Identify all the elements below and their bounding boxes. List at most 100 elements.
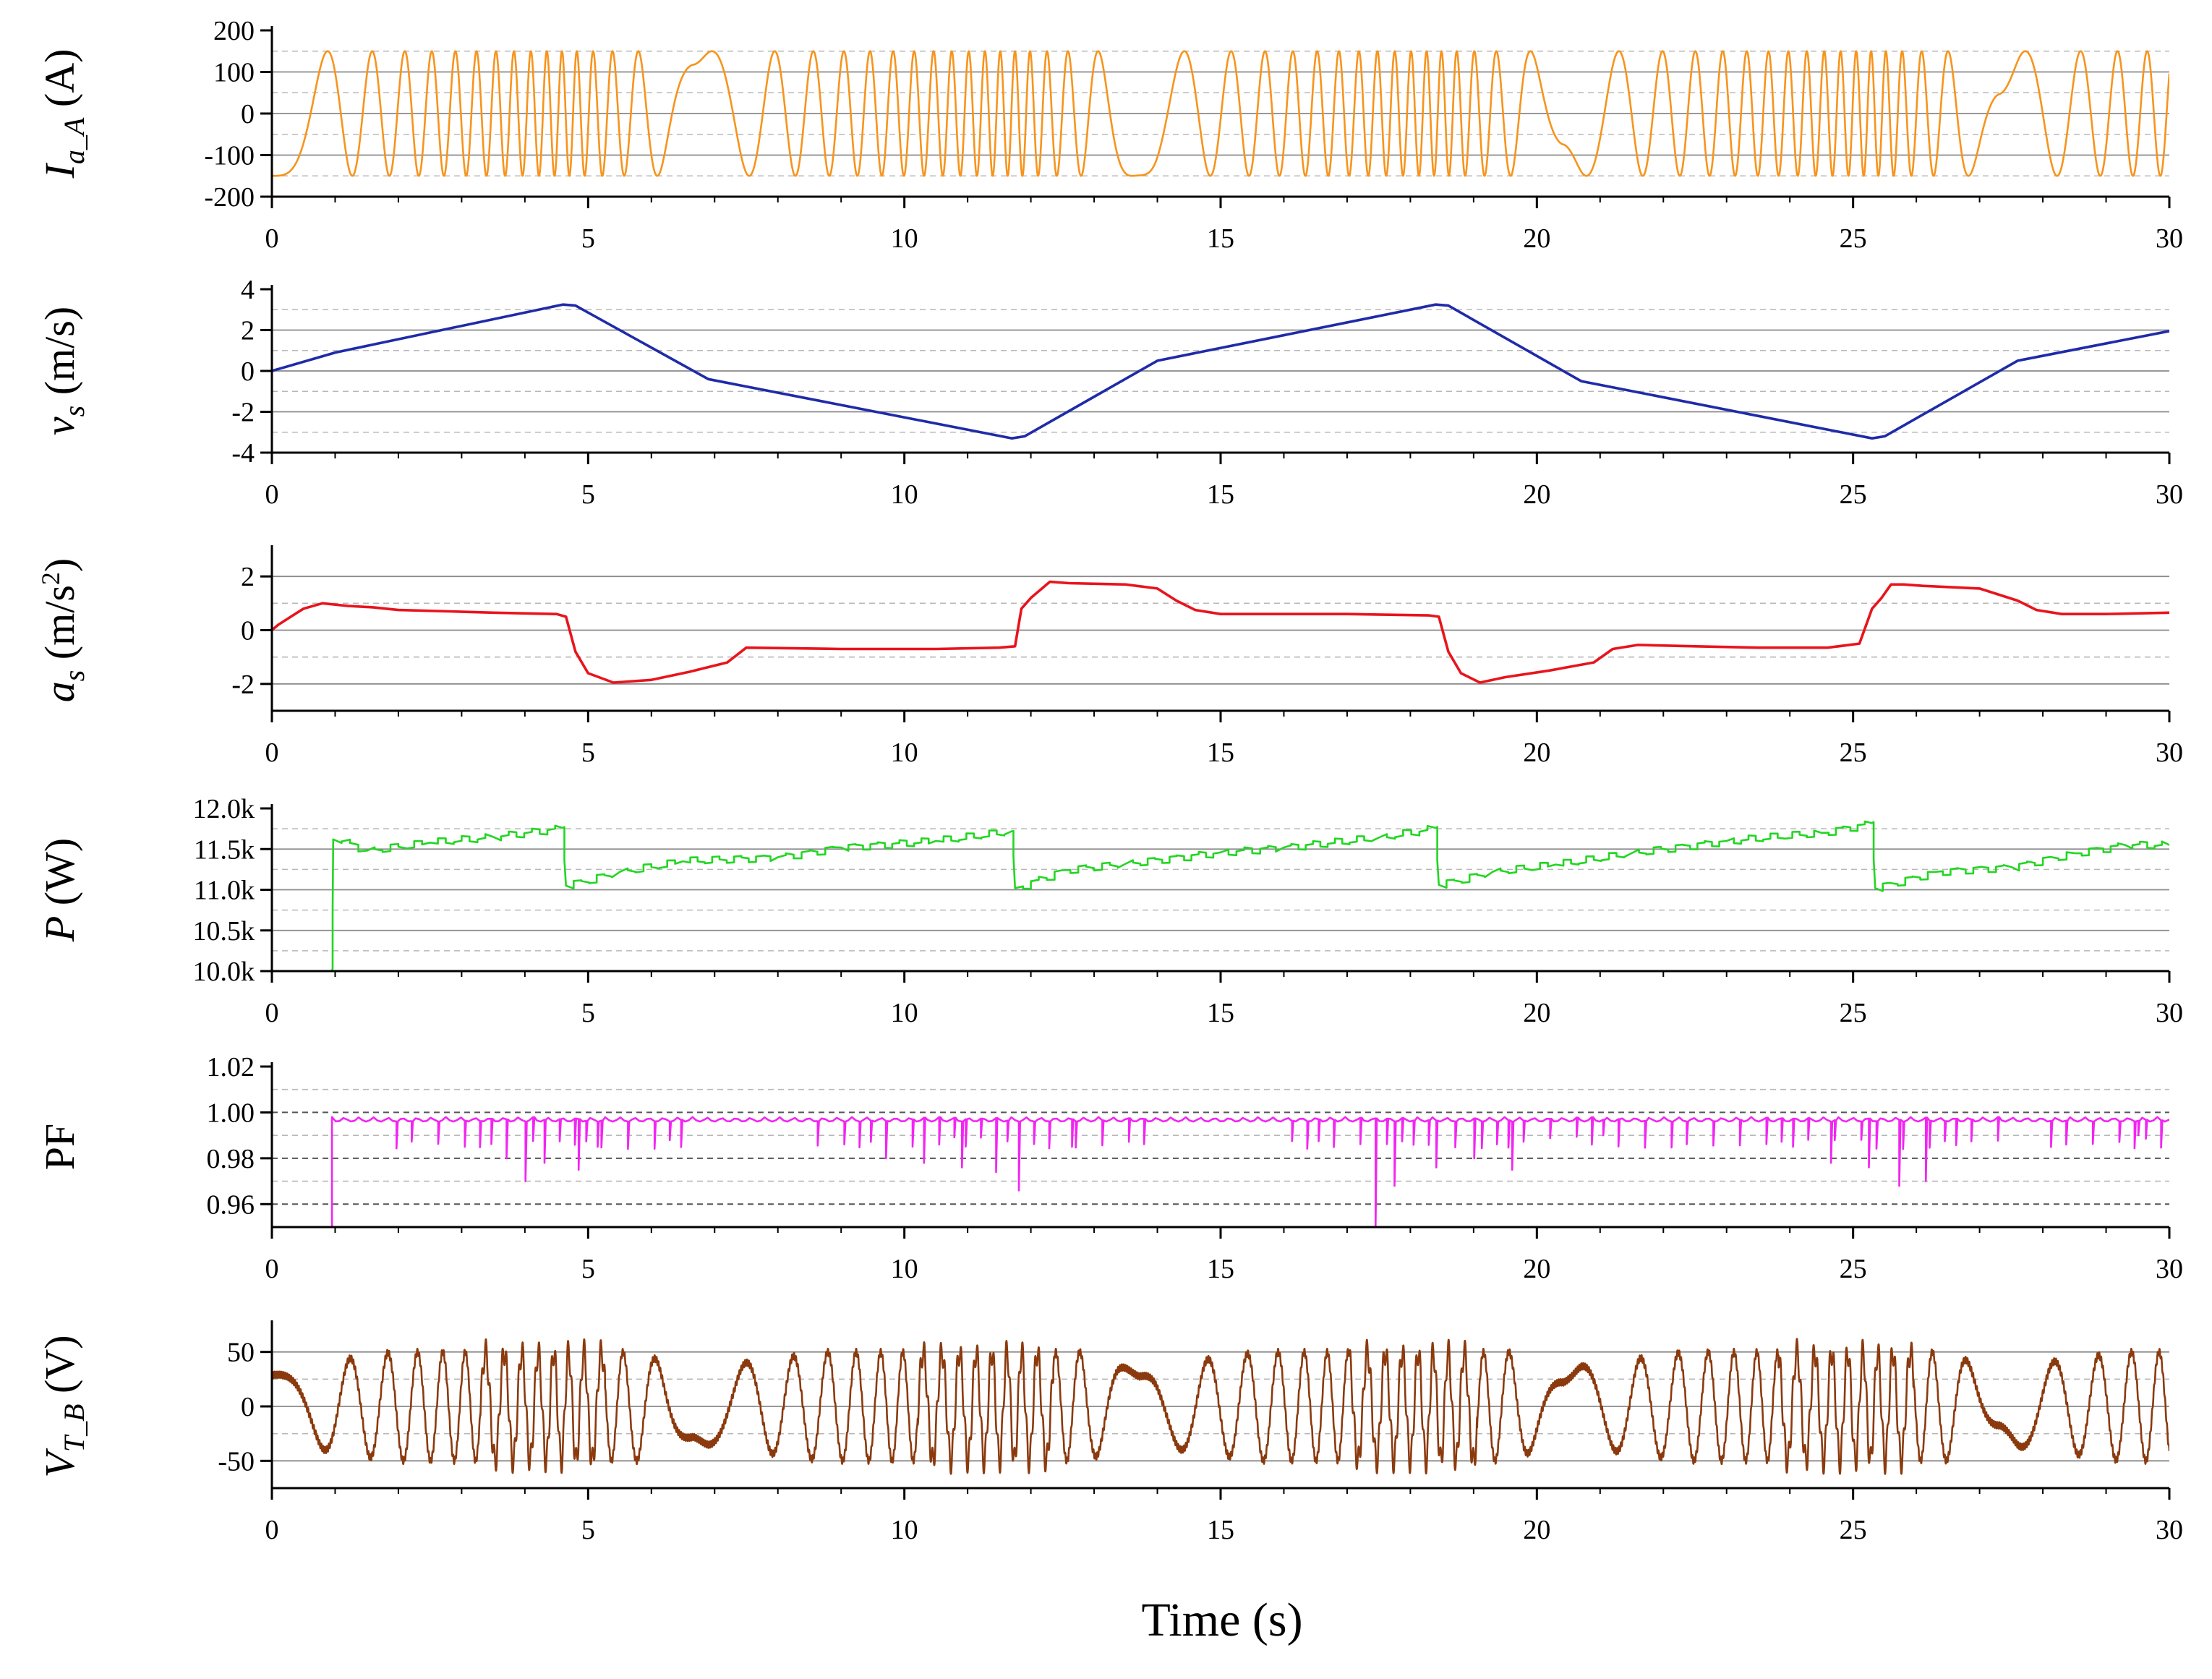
y-label-symbol: P bbox=[36, 916, 83, 942]
x-tick-label: 10 bbox=[891, 1515, 918, 1545]
x-tick-label: 15 bbox=[1207, 998, 1234, 1028]
y-axis-label-vs: vs (m/s) bbox=[36, 307, 90, 435]
y-axis-label-vt: VT_B (V) bbox=[36, 1335, 90, 1477]
y-tick-label: -200 bbox=[204, 182, 255, 213]
x-tick-label: 10 bbox=[891, 223, 918, 254]
x-tick-label: 30 bbox=[2156, 479, 2183, 510]
x-tick-label: 25 bbox=[1840, 1515, 1867, 1545]
series-line-ia bbox=[272, 50, 2169, 177]
x-tick-label: 30 bbox=[2156, 223, 2183, 254]
series-line-pf bbox=[330, 1116, 2169, 1229]
panel-pf: 1.02 1.00 0.98 0.96 0 5 10 15 20 25 30 PF bbox=[36, 1052, 2183, 1284]
series-line-vs bbox=[272, 303, 2169, 440]
y-tick-label: 12.0k bbox=[193, 794, 255, 824]
y-label-unit: (m/s bbox=[36, 585, 83, 670]
series-line-as bbox=[272, 580, 2169, 684]
series-line-vt bbox=[272, 1338, 2169, 1475]
y-tick-label: 10.0k bbox=[193, 957, 255, 987]
x-tick-label: 15 bbox=[1207, 479, 1234, 510]
x-tick-label: 25 bbox=[1840, 998, 1867, 1028]
y-label-close: ) bbox=[36, 558, 83, 572]
y-tick-label: 0.96 bbox=[207, 1189, 255, 1220]
y-label-subscript: T_B bbox=[58, 1404, 90, 1452]
x-tick-label: 15 bbox=[1207, 738, 1234, 768]
x-tick-label: 20 bbox=[1523, 223, 1550, 254]
x-tick-label: 5 bbox=[581, 1254, 595, 1284]
y-tick-label: 4 bbox=[241, 275, 255, 305]
y-tick-label: 0.98 bbox=[207, 1144, 255, 1174]
y-tick-label: 2 bbox=[241, 562, 255, 592]
panel-vt: 50 0 -50 0 5 10 15 20 25 30 VT_B (V) bbox=[36, 1320, 2183, 1545]
x-axis-label: Time (s) bbox=[1141, 1594, 1302, 1646]
y-label-unit: (V) bbox=[36, 1335, 83, 1404]
x-tick-label: 0 bbox=[265, 998, 279, 1028]
x-tick-label: 20 bbox=[1523, 998, 1550, 1028]
y-label-symbol: V bbox=[36, 1448, 83, 1478]
y-tick-label: 0 bbox=[241, 356, 255, 387]
y-tick-label: 2 bbox=[241, 316, 255, 346]
y-tick-label: 50 bbox=[227, 1338, 255, 1368]
x-tick-label: 5 bbox=[581, 479, 595, 510]
y-tick-label: 0 bbox=[241, 616, 255, 646]
y-tick-label: 10.5k bbox=[193, 916, 255, 947]
x-tick-label: 0 bbox=[265, 738, 279, 768]
x-tick-label: 30 bbox=[2156, 1254, 2183, 1284]
x-tick-label: 25 bbox=[1840, 479, 1867, 510]
y-label-unit: (A) bbox=[36, 49, 83, 118]
x-tick-label: 10 bbox=[891, 479, 918, 510]
y-tick-label: 11.5k bbox=[194, 834, 255, 865]
x-tick-label: 5 bbox=[581, 223, 595, 254]
y-tick-label: -50 bbox=[218, 1446, 255, 1477]
y-label-symbol: a bbox=[36, 681, 83, 702]
y-axis-label-ia: Ia_A (A) bbox=[36, 49, 90, 179]
y-tick-label: 11.0k bbox=[194, 876, 255, 906]
series-line-p bbox=[330, 820, 2169, 972]
y-label-superscript: 2 bbox=[36, 572, 65, 585]
y-tick-label: 0 bbox=[241, 1392, 255, 1422]
x-tick-label: 15 bbox=[1207, 1515, 1234, 1545]
y-label-symbol: I bbox=[36, 162, 83, 179]
y-label-subscript: s bbox=[58, 670, 90, 682]
y-axis-label-as: as (m/s2) bbox=[36, 558, 90, 703]
x-tick-label: 20 bbox=[1523, 1254, 1550, 1284]
y-label-subscript: a_A bbox=[58, 117, 90, 164]
y-tick-label: 0 bbox=[241, 99, 255, 129]
y-label-unit: (W) bbox=[36, 838, 83, 916]
x-tick-label: 25 bbox=[1840, 738, 1867, 768]
x-tick-label: 20 bbox=[1523, 1515, 1550, 1545]
y-axis-label-pf: PF bbox=[36, 1124, 83, 1171]
x-tick-label: 25 bbox=[1840, 1254, 1867, 1284]
panel-ia: 200 100 0 -100 -200 0 5 10 15 20 25 30 Ia_A (A) bbox=[36, 16, 2183, 254]
x-tick-label: 15 bbox=[1207, 1254, 1234, 1284]
x-tick-label: 0 bbox=[265, 1254, 279, 1284]
y-tick-label: 200 bbox=[213, 16, 255, 46]
x-tick-label: 10 bbox=[891, 1254, 918, 1284]
y-tick-label: -4 bbox=[231, 438, 255, 469]
y-label-subscript: s bbox=[58, 406, 90, 417]
x-tick-label: 0 bbox=[265, 223, 279, 254]
x-tick-label: 0 bbox=[265, 1515, 279, 1545]
y-label-symbol: v bbox=[36, 416, 83, 435]
x-tick-label: 5 bbox=[581, 738, 595, 768]
x-tick-label: 15 bbox=[1207, 223, 1234, 254]
y-tick-label: -2 bbox=[231, 398, 255, 428]
x-tick-label: 30 bbox=[2156, 1515, 2183, 1545]
x-tick-label: 30 bbox=[2156, 998, 2183, 1028]
y-tick-label: -2 bbox=[231, 670, 255, 700]
y-tick-label: -100 bbox=[204, 141, 255, 171]
y-axis-label-p: P (W) bbox=[36, 838, 83, 942]
x-tick-label: 10 bbox=[891, 998, 918, 1028]
y-tick-label: 1.02 bbox=[207, 1052, 255, 1082]
y-label-unit: (m/s) bbox=[36, 307, 83, 406]
y-label-symbol: PF bbox=[36, 1124, 83, 1171]
x-tick-label: 10 bbox=[891, 738, 918, 768]
x-tick-label: 20 bbox=[1523, 738, 1550, 768]
x-tick-label: 25 bbox=[1840, 223, 1867, 254]
x-tick-label: 5 bbox=[581, 998, 595, 1028]
y-tick-label: 100 bbox=[213, 58, 255, 88]
x-tick-label: 5 bbox=[581, 1515, 595, 1545]
x-tick-label: 20 bbox=[1523, 479, 1550, 510]
